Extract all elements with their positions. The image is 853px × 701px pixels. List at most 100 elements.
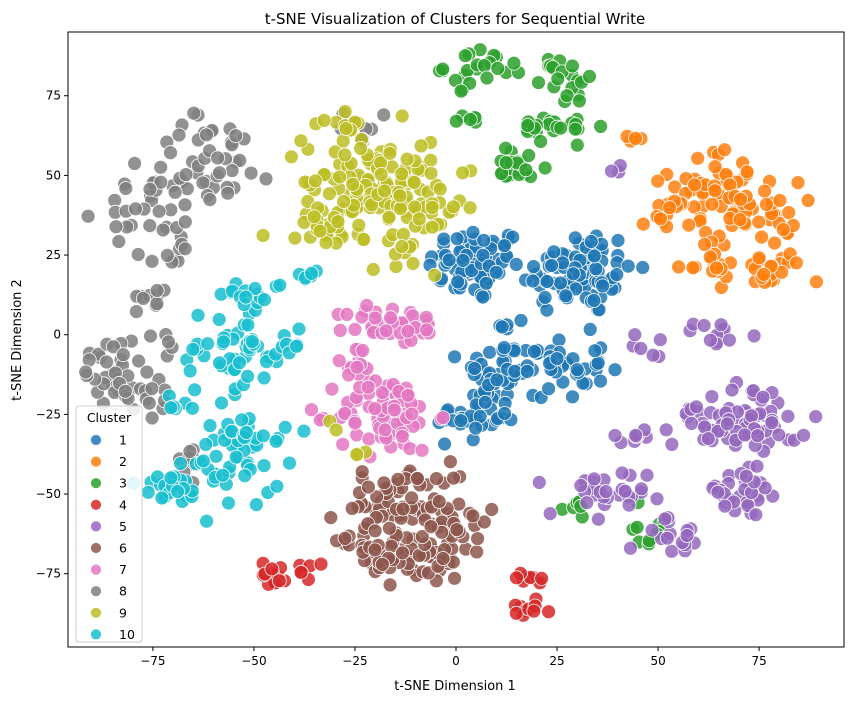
data-point (248, 497, 264, 513)
data-point (475, 289, 491, 305)
data-point (111, 234, 127, 249)
data-point (202, 418, 218, 434)
data-point (282, 455, 297, 471)
data-point (402, 441, 418, 457)
data-point (541, 604, 556, 620)
data-point (449, 231, 465, 247)
data-point (432, 181, 448, 197)
data-point (258, 171, 274, 187)
data-point (142, 181, 158, 197)
data-point (645, 347, 661, 363)
data-point (373, 166, 389, 182)
data-point (212, 355, 227, 371)
data-point (360, 479, 376, 495)
data-point (163, 470, 179, 486)
data-point (509, 570, 524, 586)
data-point (381, 209, 397, 225)
data-point (732, 212, 748, 228)
data-point (749, 458, 765, 474)
data-point (347, 321, 363, 337)
data-point (337, 531, 353, 546)
y-tick-label: −25 (36, 407, 61, 421)
data-point (583, 234, 599, 249)
data-point (617, 483, 633, 499)
data-point (243, 165, 259, 181)
data-point (620, 258, 636, 274)
data-point (141, 395, 157, 411)
data-point (790, 175, 806, 191)
data-point (565, 58, 580, 74)
data-point (177, 197, 193, 213)
data-point (144, 410, 160, 426)
x-tick-label: 0 (452, 654, 460, 668)
data-point (531, 75, 546, 90)
data-point (414, 529, 430, 544)
data-point (587, 343, 603, 359)
data-point (184, 400, 200, 416)
data-point (411, 211, 427, 227)
data-point (240, 317, 256, 333)
data-point (269, 478, 285, 494)
data-point (307, 173, 323, 189)
data-point (506, 55, 522, 71)
data-point (696, 318, 712, 333)
data-point (751, 250, 767, 266)
data-point (419, 322, 435, 338)
data-point (240, 368, 256, 384)
data-point (255, 428, 271, 444)
data-point (550, 71, 566, 87)
data-point (142, 218, 158, 234)
legend-label: 8 (119, 584, 127, 599)
data-point (690, 150, 706, 166)
legend-items: 1 2 3 4 5 6 7 8 9 10 (90, 433, 135, 642)
data-point (316, 113, 332, 128)
data-point (328, 422, 344, 438)
data-point (659, 530, 675, 546)
data-point (757, 183, 772, 199)
data-point (210, 150, 226, 166)
data-point (228, 449, 244, 465)
data-point (539, 274, 555, 289)
y-tick-label: 25 (46, 248, 61, 262)
data-point (607, 428, 623, 443)
data-point (388, 259, 404, 274)
data-point (330, 214, 346, 230)
legend-marker (90, 498, 102, 511)
data-point (306, 209, 322, 225)
x-tick-label: 50 (650, 654, 665, 668)
data-point (131, 353, 147, 369)
data-point (494, 319, 510, 335)
data-point (140, 484, 156, 500)
legend-marker (90, 477, 102, 490)
data-point (445, 199, 461, 215)
data-point (737, 427, 753, 443)
data-point (289, 338, 304, 354)
data-point (700, 431, 716, 447)
data-point (465, 224, 481, 240)
data-point (650, 173, 666, 189)
data-point (199, 513, 215, 529)
data-point (149, 296, 165, 312)
data-point (195, 175, 211, 191)
data-point (155, 222, 171, 238)
data-point (453, 83, 469, 99)
data-point (707, 183, 723, 199)
data-point (171, 127, 187, 143)
data-point (293, 564, 309, 580)
legend-label: 9 (119, 605, 127, 620)
data-point (367, 310, 383, 326)
legend: Cluster 1 2 3 4 5 6 7 8 9 10 (75, 405, 143, 643)
data-point (780, 408, 796, 424)
data-point (332, 169, 348, 185)
data-point (324, 381, 340, 397)
data-point (724, 382, 740, 398)
data-point (153, 159, 169, 175)
data-point (526, 603, 542, 619)
data-point (159, 247, 175, 263)
data-point (713, 317, 729, 333)
legend-label: 3 (119, 476, 127, 491)
x-tick-label: 75 (751, 654, 766, 668)
data-point (394, 166, 410, 182)
data-point (139, 364, 155, 380)
data-point (128, 304, 144, 320)
